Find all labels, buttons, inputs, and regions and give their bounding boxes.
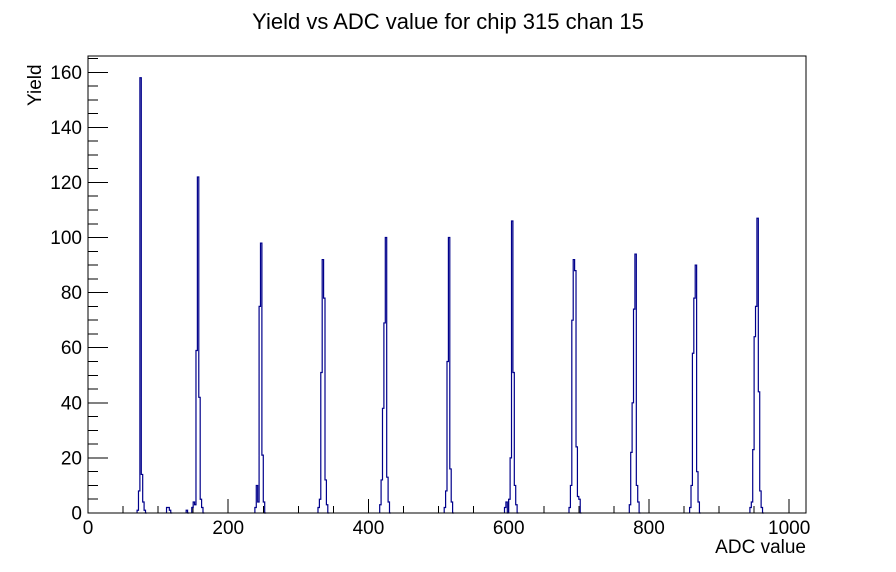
x-tick-label: 200 — [212, 518, 244, 539]
histogram-line — [136, 77, 764, 514]
x-tick-label: 600 — [493, 518, 525, 539]
y-tick-label: 100 — [50, 228, 82, 249]
y-tick-label: 40 — [61, 393, 82, 414]
y-tick-label: 140 — [50, 118, 82, 139]
x-tick-label: 0 — [83, 518, 94, 539]
y-tick-label: 80 — [61, 283, 82, 304]
y-tick-label: 20 — [61, 448, 82, 469]
x-axis-title: ADC value — [715, 537, 806, 558]
x-tick-label: 1000 — [768, 518, 810, 539]
chart-title: Yield vs ADC value for chip 315 chan 15 — [252, 9, 644, 34]
x-tick-label: 400 — [353, 518, 385, 539]
y-tick-label: 120 — [50, 173, 82, 194]
x-tick-label: 800 — [633, 518, 665, 539]
y-tick-label: 0 — [71, 504, 82, 525]
y-tick-label: 60 — [61, 338, 82, 359]
y-tick-label: 160 — [50, 63, 82, 84]
plot-frame — [87, 55, 807, 514]
